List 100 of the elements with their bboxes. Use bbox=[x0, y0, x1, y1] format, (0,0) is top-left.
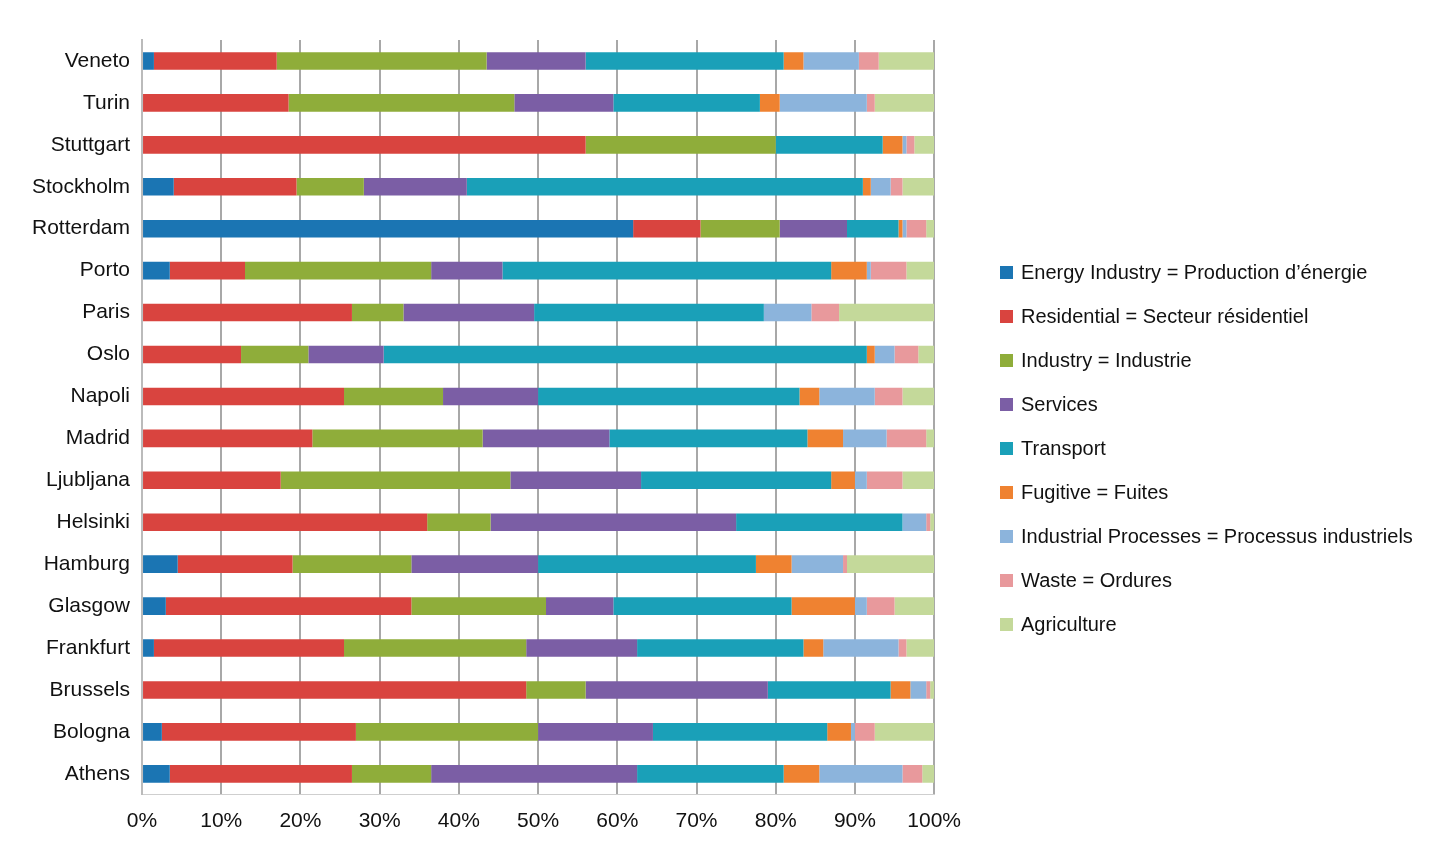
bar bbox=[890, 177, 903, 196]
bar bbox=[866, 471, 903, 490]
bar bbox=[902, 471, 935, 490]
bar bbox=[143, 555, 178, 573]
y-tick-label: Athens bbox=[64, 760, 131, 784]
bar bbox=[143, 513, 428, 532]
bar bbox=[902, 177, 935, 196]
legend-label: Transport bbox=[1021, 436, 1106, 460]
bar bbox=[637, 639, 804, 657]
legend-label: Waste = Ordures bbox=[1021, 568, 1172, 592]
y-tick-label: Bologna bbox=[52, 718, 131, 742]
bar bbox=[926, 429, 935, 448]
bar bbox=[926, 513, 931, 532]
bar bbox=[870, 177, 891, 196]
bar bbox=[866, 94, 875, 112]
bar bbox=[466, 177, 863, 196]
bar bbox=[613, 597, 792, 615]
y-tick-label: Rotterdam bbox=[31, 215, 131, 239]
bar bbox=[143, 429, 313, 448]
bar bbox=[486, 52, 586, 70]
bar bbox=[344, 387, 444, 406]
bar bbox=[292, 555, 412, 573]
bar bbox=[791, 555, 844, 573]
bar bbox=[383, 345, 867, 364]
bar bbox=[807, 429, 844, 448]
legend-label: Energy Industry = Production d’énergie bbox=[1021, 260, 1368, 284]
bar bbox=[854, 597, 867, 615]
bar bbox=[177, 555, 293, 573]
bar bbox=[783, 52, 804, 70]
bar bbox=[700, 219, 780, 238]
y-tick-label: Porto bbox=[79, 257, 131, 281]
bar bbox=[902, 513, 927, 532]
bar bbox=[143, 303, 352, 322]
y-tick-label: Hamburg bbox=[43, 550, 131, 574]
bar bbox=[153, 52, 277, 70]
bar bbox=[585, 136, 776, 154]
bar bbox=[276, 52, 487, 70]
bar bbox=[173, 177, 297, 196]
legend-label: Residential = Secteur résidentiel bbox=[1021, 304, 1309, 328]
bar bbox=[866, 345, 875, 364]
bar bbox=[918, 345, 935, 364]
bar bbox=[874, 387, 903, 406]
x-tick-label: 90% bbox=[833, 808, 876, 832]
bar bbox=[839, 303, 935, 322]
bar bbox=[510, 471, 642, 490]
bar bbox=[363, 177, 467, 196]
bar bbox=[585, 52, 784, 70]
legend-label: Fugitive = Fuites bbox=[1021, 480, 1169, 504]
bar bbox=[862, 177, 871, 196]
bar bbox=[534, 303, 764, 322]
bar bbox=[811, 303, 840, 322]
x-tick-label: 0% bbox=[126, 808, 158, 832]
bar bbox=[526, 639, 638, 657]
x-tick-label: 10% bbox=[200, 808, 243, 832]
bar bbox=[143, 177, 174, 196]
bar bbox=[779, 219, 848, 238]
y-tick-label: Veneto bbox=[64, 47, 131, 71]
y-tick-label: Stuttgart bbox=[50, 131, 131, 155]
x-tick-label: 80% bbox=[754, 808, 797, 832]
bar bbox=[288, 94, 515, 112]
bar bbox=[169, 765, 352, 783]
y-tick-label: Helsinki bbox=[56, 509, 131, 533]
bar bbox=[882, 136, 903, 154]
bar bbox=[633, 219, 701, 238]
bar bbox=[312, 429, 483, 448]
x-tick-label: 100% bbox=[907, 808, 961, 832]
bar bbox=[799, 387, 820, 406]
bar bbox=[411, 555, 539, 573]
bar bbox=[143, 681, 527, 699]
y-tick-label: Napoli bbox=[70, 383, 131, 407]
bar bbox=[538, 723, 653, 741]
bar bbox=[791, 597, 855, 615]
bar bbox=[866, 261, 871, 280]
bar bbox=[906, 219, 927, 238]
bar bbox=[763, 303, 812, 322]
bar bbox=[482, 429, 610, 448]
x-tick-label: 30% bbox=[358, 808, 401, 832]
bar bbox=[431, 765, 638, 783]
bar bbox=[143, 765, 170, 783]
bar bbox=[827, 723, 851, 741]
bar bbox=[767, 681, 891, 699]
bar bbox=[161, 723, 356, 741]
bar bbox=[526, 681, 586, 699]
bar bbox=[831, 261, 867, 280]
bar bbox=[153, 639, 345, 657]
bar bbox=[823, 639, 899, 657]
y-tick-label: Oslo bbox=[86, 341, 131, 365]
x-tick-label: 70% bbox=[675, 808, 718, 832]
x-tick-label: 20% bbox=[279, 808, 322, 832]
bar bbox=[843, 555, 848, 573]
y-tick-label: Brussels bbox=[49, 676, 131, 700]
bar bbox=[143, 723, 162, 741]
bar bbox=[143, 345, 242, 364]
bar bbox=[874, 723, 935, 741]
bar bbox=[652, 723, 828, 741]
bar bbox=[854, 723, 875, 741]
bar bbox=[344, 639, 527, 657]
bar bbox=[831, 471, 855, 490]
bar bbox=[910, 681, 927, 699]
bar bbox=[894, 597, 935, 615]
